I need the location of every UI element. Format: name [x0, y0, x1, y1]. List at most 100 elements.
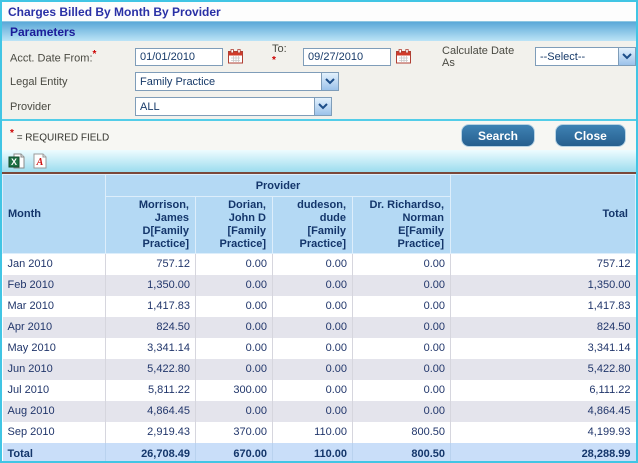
value-cell: 0.00	[273, 254, 353, 275]
total-value-cell: 110.00	[273, 443, 353, 462]
value-cell: 3,341.14	[106, 338, 196, 359]
value-cell: 0.00	[196, 338, 273, 359]
month-cell: Sep 2010	[3, 422, 106, 443]
value-cell: 5,422.80	[451, 359, 636, 380]
acct-date-from-label: Acct. Date From:*	[10, 49, 135, 65]
legal-entity-label: Legal Entity	[10, 76, 135, 88]
value-cell: 757.12	[451, 254, 636, 275]
value-cell: 370.00	[196, 422, 273, 443]
table-row: Mar 20101,417.830.000.000.001,417.83	[3, 296, 636, 317]
table-row: Feb 20101,350.000.000.000.001,350.00	[3, 275, 636, 296]
export-toolbar: X A	[2, 150, 636, 174]
value-cell: 0.00	[353, 254, 451, 275]
provider-column-header: Morrison, James D[Family Practice]	[106, 197, 196, 254]
calculate-date-as-label: Calculate Date As	[442, 45, 527, 69]
value-cell: 824.50	[106, 317, 196, 338]
value-cell: 4,199.93	[451, 422, 636, 443]
pdf-export-icon[interactable]: A	[32, 153, 48, 169]
chevron-down-icon[interactable]	[314, 98, 331, 115]
close-button[interactable]: Close	[555, 124, 626, 147]
value-cell: 0.00	[273, 359, 353, 380]
value-cell: 4,864.45	[451, 401, 636, 422]
parameters-header-label: Parameters	[10, 25, 75, 39]
form-row-legal-entity: Legal Entity Family Practice	[2, 69, 636, 94]
provider-column-header: Dr. Richardso, Norman E[Family Practice]	[353, 197, 451, 254]
table-header: Month Provider Total Morrison, James D[F…	[3, 175, 636, 254]
table-row: May 20103,341.140.000.000.003,341.14	[3, 338, 636, 359]
search-button[interactable]: Search	[461, 124, 535, 147]
value-cell: 0.00	[353, 275, 451, 296]
calendar-icon[interactable]	[396, 49, 412, 64]
page-title: Charges Billed By Month By Provider	[8, 5, 221, 19]
svg-text:A: A	[36, 157, 44, 168]
value-cell: 0.00	[273, 380, 353, 401]
acct-date-from-input[interactable]	[135, 48, 223, 66]
value-cell: 800.50	[353, 422, 451, 443]
total-value-cell: 26,708.49	[106, 443, 196, 462]
value-cell: 1,417.83	[451, 296, 636, 317]
month-cell: Jan 2010	[3, 254, 106, 275]
provider-column-header: dudeson, dude [Family Practice]	[273, 197, 353, 254]
total-row-label: Total	[3, 443, 106, 462]
required-asterisk: *	[272, 55, 276, 66]
calculate-date-as-value: --Select--	[536, 48, 618, 65]
value-cell: 5,811.22	[106, 380, 196, 401]
value-cell: 3,341.14	[451, 338, 636, 359]
provider-label: Provider	[10, 101, 135, 113]
month-cell: Aug 2010	[3, 401, 106, 422]
value-cell: 0.00	[353, 296, 451, 317]
value-cell: 757.12	[106, 254, 196, 275]
provider-group-header: Provider	[106, 175, 451, 197]
value-cell: 0.00	[196, 254, 273, 275]
value-cell: 1,350.00	[106, 275, 196, 296]
table-row: Jul 20105,811.22300.000.000.006,111.22	[3, 380, 636, 401]
chevron-down-icon[interactable]	[618, 48, 635, 65]
value-cell: 0.00	[353, 317, 451, 338]
value-cell: 0.00	[273, 275, 353, 296]
value-cell: 0.00	[353, 380, 451, 401]
table-row: Jan 2010757.120.000.000.00757.12	[3, 254, 636, 275]
required-asterisk: *	[93, 49, 97, 60]
calculate-date-as-dropdown[interactable]: --Select--	[535, 47, 636, 66]
value-cell: 824.50	[451, 317, 636, 338]
month-cell: May 2010	[3, 338, 106, 359]
value-cell: 1,417.83	[106, 296, 196, 317]
value-cell: 0.00	[353, 338, 451, 359]
legal-entity-value: Family Practice	[136, 73, 321, 90]
value-cell: 0.00	[273, 338, 353, 359]
total-value-cell: 28,288.99	[451, 443, 636, 462]
total-row: Total 26,708.49 670.00 110.00 800.50 28,…	[3, 443, 636, 462]
value-cell: 0.00	[273, 296, 353, 317]
value-cell: 6,111.22	[451, 380, 636, 401]
value-cell: 0.00	[196, 401, 273, 422]
svg-text:X: X	[11, 157, 17, 167]
excel-export-icon[interactable]: X	[8, 153, 25, 169]
month-cell: Jun 2010	[3, 359, 106, 380]
report-table-body: Jan 2010757.120.000.000.00757.12Feb 2010…	[3, 254, 636, 443]
provider-dropdown[interactable]: ALL	[135, 97, 332, 116]
provider-column-header: Dorian, John D [Family Practice]	[196, 197, 273, 254]
table-row: Jun 20105,422.800.000.000.005,422.80	[3, 359, 636, 380]
value-cell: 300.00	[196, 380, 273, 401]
value-cell: 110.00	[273, 422, 353, 443]
value-cell: 0.00	[196, 275, 273, 296]
report-window: Charges Billed By Month By Provider Para…	[0, 0, 638, 463]
value-cell: 0.00	[353, 401, 451, 422]
month-cell: Feb 2010	[3, 275, 106, 296]
provider-value: ALL	[136, 98, 314, 115]
required-field-note: * = REQUIRED FIELD	[10, 128, 109, 143]
form-row-provider: Provider ALL	[2, 94, 636, 119]
month-cell: Jul 2010	[3, 380, 106, 401]
calendar-icon[interactable]	[228, 49, 244, 64]
chevron-down-icon[interactable]	[321, 73, 338, 90]
value-cell: 0.00	[196, 296, 273, 317]
table-row: Sep 20102,919.43370.00110.00800.504,199.…	[3, 422, 636, 443]
charges-table: Month Provider Total Morrison, James D[F…	[2, 174, 636, 461]
table-row: Aug 20104,864.450.000.000.004,864.45	[3, 401, 636, 422]
value-cell: 2,919.43	[106, 422, 196, 443]
title-bar: Charges Billed By Month By Provider	[2, 2, 636, 22]
parameters-form: Acct. Date From:* To: *	[2, 41, 636, 119]
date-to-input[interactable]	[303, 48, 391, 66]
legal-entity-dropdown[interactable]: Family Practice	[135, 72, 339, 91]
date-to-label: To: *	[272, 43, 293, 71]
